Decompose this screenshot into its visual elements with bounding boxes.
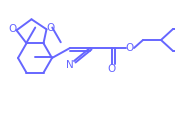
Text: O: O: [46, 23, 55, 33]
Text: O: O: [126, 43, 134, 53]
Text: O: O: [8, 24, 17, 34]
Text: O: O: [108, 64, 116, 74]
Text: N: N: [66, 60, 74, 70]
